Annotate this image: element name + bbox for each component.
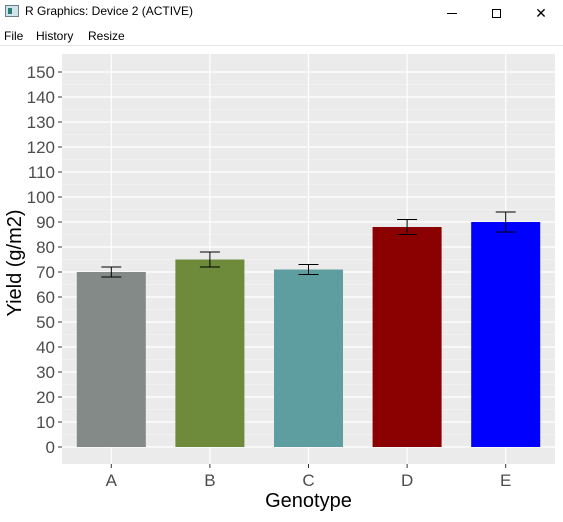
maximize-button[interactable] bbox=[473, 0, 519, 26]
x-tick-label: C bbox=[302, 471, 314, 490]
y-tick-label: 110 bbox=[28, 163, 55, 182]
y-axis-title: Yield (g/m2) bbox=[4, 209, 26, 316]
x-tick-label: B bbox=[204, 471, 215, 490]
plot-area: 0 10 20 30 40 50 60 70 80 90 100 110 120 130 140 150 A B… bbox=[0, 46, 563, 517]
x-axis: A B C D E bbox=[106, 464, 511, 490]
error-bars bbox=[101, 211, 516, 278]
y-tick-label: 90 bbox=[36, 213, 55, 232]
bar-d bbox=[372, 227, 442, 447]
close-button[interactable]: ✕ bbox=[518, 0, 563, 26]
title-bar: R Graphics: Device 2 (ACTIVE) ✕ bbox=[0, 0, 563, 26]
minimize-icon bbox=[447, 12, 457, 14]
y-tick-label: 70 bbox=[36, 263, 55, 282]
menu-bar: File History Resize bbox=[0, 26, 563, 46]
bars bbox=[76, 222, 541, 447]
y-tick-label: 120 bbox=[27, 138, 55, 157]
close-icon: ✕ bbox=[535, 4, 547, 21]
y-tick-label: 20 bbox=[36, 388, 55, 407]
menu-resize[interactable]: Resize bbox=[88, 29, 125, 43]
bar-chart: 0 10 20 30 40 50 60 70 80 90 100 110 120 130 140 150 A B… bbox=[4, 54, 555, 512]
x-tick-label: E bbox=[500, 471, 511, 490]
window-title: R Graphics: Device 2 (ACTIVE) bbox=[25, 4, 194, 18]
error-bar-e bbox=[495, 211, 516, 233]
x-tick-label: D bbox=[401, 471, 413, 490]
y-tick-label: 10 bbox=[36, 413, 55, 432]
bar-b bbox=[175, 259, 245, 447]
y-tick-label: 100 bbox=[27, 188, 55, 207]
error-bar-d bbox=[397, 219, 418, 235]
error-bar-b bbox=[199, 251, 220, 268]
bar-a bbox=[76, 272, 146, 447]
x-tick-label: A bbox=[106, 471, 118, 490]
y-tick-label: 40 bbox=[36, 338, 55, 357]
y-tick-label: 140 bbox=[27, 88, 55, 107]
maximize-icon bbox=[491, 8, 501, 18]
minimize-button[interactable] bbox=[429, 0, 475, 26]
y-tick-label: 150 bbox=[27, 63, 55, 82]
y-tick-label: 130 bbox=[27, 113, 55, 132]
bar-c bbox=[273, 269, 344, 447]
y-axis: 0 10 20 30 40 50 60 70 80 90 100 110 120 130 140 150 bbox=[27, 63, 62, 457]
y-tick-label: 30 bbox=[36, 363, 55, 382]
x-axis-title: Genotype bbox=[265, 490, 352, 512]
y-tick-label: 80 bbox=[36, 238, 55, 257]
bar-e bbox=[471, 222, 541, 447]
r-graphics-icon bbox=[5, 5, 19, 17]
y-tick-label: 0 bbox=[46, 438, 55, 457]
error-bar-a bbox=[101, 266, 122, 278]
menu-history[interactable]: History bbox=[36, 29, 74, 43]
menu-file[interactable]: File bbox=[4, 29, 24, 43]
error-bar-c bbox=[298, 264, 319, 275]
y-tick-label: 50 bbox=[36, 313, 55, 332]
y-tick-label: 60 bbox=[36, 288, 55, 307]
